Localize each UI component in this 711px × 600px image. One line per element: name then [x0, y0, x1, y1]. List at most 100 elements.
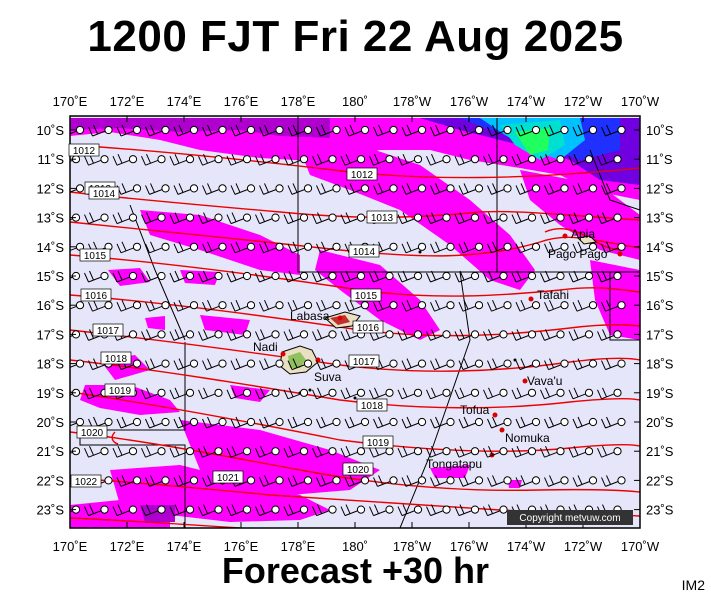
wind-barb-flag — [312, 331, 317, 341]
wind-barb-flag — [454, 331, 460, 341]
wind-station-marker — [560, 301, 569, 310]
isobar-label-box — [79, 248, 111, 262]
wind-barb-flag — [540, 447, 545, 458]
wind-barb-shaft — [544, 218, 558, 225]
wind-station-marker — [356, 388, 366, 397]
wind-barb-shaft — [116, 276, 131, 283]
wind-barb-flag — [426, 155, 431, 166]
wind-barb-shaft — [177, 188, 192, 195]
wind-station-marker — [157, 155, 166, 164]
wind-barb-flag — [231, 153, 237, 164]
wind-station-marker — [218, 184, 227, 193]
wind-barb-flag — [316, 360, 321, 370]
wind-barb-shaft — [491, 480, 505, 487]
wind-barb-flag — [597, 155, 602, 166]
wind-station-marker — [104, 301, 113, 310]
wind-station-marker — [303, 417, 313, 427]
wind-barb-flag — [112, 214, 118, 224]
wind-barb-flag — [117, 504, 123, 514]
wind-barb-flag — [230, 418, 236, 429]
wind-station-marker — [185, 447, 195, 456]
wind-barb-shaft — [401, 451, 416, 458]
wind-barb-shaft — [177, 247, 192, 254]
wind-station-marker — [531, 125, 541, 135]
wind-station-marker — [499, 388, 508, 397]
wind-station-marker — [328, 388, 337, 397]
wind-barb-flag — [169, 214, 175, 224]
wind-barb-flag — [264, 416, 269, 427]
wind-barb-shaft — [601, 218, 615, 225]
wind-barb-flag — [492, 358, 497, 368]
wind-barb-shaft — [70, 393, 74, 396]
isobar-label-box — [68, 143, 100, 157]
wind-barb-flag — [430, 185, 435, 195]
wind-barb-flag — [288, 445, 294, 456]
wind-barb-shaft — [202, 451, 216, 458]
wind-station-marker — [332, 301, 341, 310]
wind-barb-flag — [378, 416, 383, 427]
wind-barb-shaft — [548, 247, 562, 254]
wind-barb-flag — [573, 329, 579, 339]
wind-barb-shaft — [462, 305, 477, 312]
wind-barb-shaft — [576, 188, 591, 195]
wind-barb-flag — [572, 126, 578, 137]
wind-barb-flag — [426, 389, 431, 400]
wind-barb-shaft — [149, 422, 163, 429]
wind-station-marker — [271, 330, 280, 339]
wind-barb-flag — [112, 155, 118, 166]
wind-barb-flag — [231, 504, 237, 514]
wind-barb-flag — [349, 299, 355, 310]
wind-station-marker — [613, 388, 622, 397]
wind-barb-flag — [544, 360, 549, 370]
lat-label-left: 16˚S — [37, 298, 65, 313]
wind-barb-flag — [511, 389, 517, 400]
wind-barb-flag — [259, 477, 264, 487]
wind-barb-flag — [198, 506, 203, 516]
wind-station-marker — [299, 388, 309, 397]
wind-station-marker — [328, 330, 337, 339]
wind-station-marker — [132, 242, 142, 251]
wind-barb-flag — [431, 329, 436, 339]
lat-label-right: 16˚S — [646, 298, 674, 313]
wind-barb-flag — [292, 241, 298, 252]
isobar-label: 1017 — [353, 357, 376, 368]
wind-station-marker — [617, 125, 626, 135]
wind-station-marker — [242, 271, 252, 281]
wind-barb-shaft — [173, 510, 188, 517]
wind-barb-shaft — [491, 422, 505, 429]
wind-barb-flag — [116, 126, 122, 137]
isobar-label: 1012 — [73, 146, 96, 157]
wind-barb-shaft — [515, 276, 530, 283]
wind-barb-flag — [454, 506, 460, 516]
wind-barb-flag — [573, 270, 579, 281]
lat-label-left: 11˚S — [38, 152, 65, 167]
wind-barb-flag — [487, 418, 492, 429]
wind-barb-flag — [402, 504, 408, 514]
lat-label-left: 21˚S — [37, 444, 65, 459]
lon-label-top: 170˚W — [621, 94, 660, 109]
wind-station-marker — [104, 476, 113, 485]
wind-barb-shaft — [544, 451, 558, 458]
wind-barb-flag — [572, 301, 578, 312]
wind-barb-shaft — [88, 218, 102, 225]
wind-barb-shaft — [515, 218, 530, 225]
wind-station-marker — [446, 417, 455, 427]
isobar-label-box — [100, 351, 132, 365]
wind-station-marker — [185, 271, 195, 281]
wind-barb-flag — [141, 155, 146, 166]
wind-barb-flag — [515, 418, 521, 429]
wind-station-marker — [100, 213, 109, 222]
wind-station-marker — [275, 242, 284, 251]
lat-label-left: 14˚S — [37, 240, 65, 255]
wind-barb-flag — [373, 185, 378, 195]
wind-station-marker — [75, 125, 85, 135]
wind-barb-shaft — [320, 247, 334, 254]
wind-barb-shaft — [70, 451, 74, 454]
wind-station-marker — [503, 476, 512, 485]
wind-barb-shaft — [320, 422, 334, 429]
wind-barb-flag — [397, 506, 403, 516]
wind-barb-shaft — [202, 393, 216, 400]
wind-station-marker — [413, 271, 423, 281]
wind-barb-shaft — [401, 159, 416, 166]
wind-barb-shaft — [263, 364, 277, 371]
